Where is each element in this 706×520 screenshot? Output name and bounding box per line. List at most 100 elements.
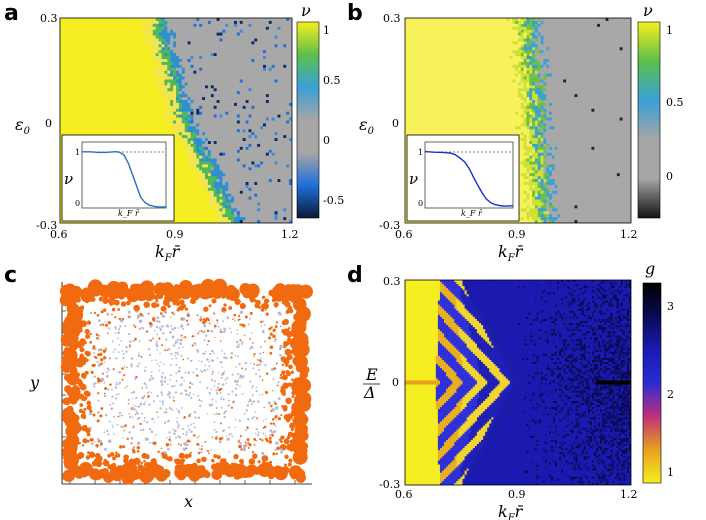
edge-site-dot (133, 446, 135, 448)
edge-site-dot (239, 458, 244, 464)
edge-site-dot (125, 366, 128, 369)
edge-site-dot (132, 324, 135, 326)
edge-site-dot (111, 470, 123, 482)
edge-site-dot (78, 306, 84, 312)
bulk-site-dot (161, 377, 164, 379)
bulk-site-dot (112, 402, 115, 405)
edge-site-dot (249, 338, 252, 340)
bulk-site-dot (195, 344, 197, 346)
edge-site-dot (280, 414, 283, 417)
bulk-site-dot (215, 400, 217, 403)
edge-site-dot (211, 458, 215, 463)
edge-site-dot (179, 459, 185, 465)
edge-site-dot (173, 302, 177, 306)
bulk-site-dot (223, 415, 226, 418)
bulk-site-dot (180, 354, 183, 357)
edge-site-dot (84, 328, 90, 335)
edge-site-dot (90, 451, 93, 454)
edge-site-dot (141, 387, 144, 389)
bulk-site-dot (202, 352, 206, 355)
bulk-site-dot (214, 336, 216, 339)
edge-site-dot (100, 358, 104, 362)
edge-site-dot (83, 396, 88, 400)
edge-site-dot (168, 438, 171, 442)
edge-site-dot (256, 417, 259, 420)
bulk-site-dot (97, 363, 101, 367)
bulk-site-dot (193, 342, 197, 345)
edge-site-dot (261, 379, 264, 382)
bulk-site-dot (226, 437, 230, 441)
edge-site-dot (121, 367, 124, 370)
edge-site-dot (188, 414, 191, 418)
bulk-site-dot (97, 348, 101, 352)
edge-site-dot (260, 462, 274, 475)
bulk-site-dot (148, 391, 150, 393)
edge-site-dot (253, 363, 255, 366)
bulk-site-dot (132, 390, 136, 394)
bulk-site-dot (234, 426, 237, 428)
edge-site-dot (253, 299, 257, 303)
edge-site-dot (295, 323, 306, 333)
edge-site-dot (211, 298, 217, 304)
bulk-site-dot (206, 386, 209, 389)
bulk-site-dot (122, 425, 125, 428)
bulk-site-dot (111, 340, 114, 343)
bulk-site-dot (156, 333, 159, 336)
edge-site-dot (261, 295, 266, 300)
bulk-site-dot (125, 345, 128, 349)
edge-site-dot (272, 329, 276, 333)
edge-site-dot (124, 424, 127, 427)
edge-site-dot (275, 452, 279, 455)
d-ylabel: E Δ (363, 365, 380, 402)
edge-site-dot (125, 300, 131, 306)
bulk-site-dot (279, 325, 282, 328)
edge-site-dot (149, 339, 152, 342)
edge-site-dot (143, 301, 150, 308)
edge-site-dot (98, 296, 104, 302)
edge-site-dot (152, 316, 155, 320)
edge-site-dot (253, 352, 256, 356)
bulk-site-dot (241, 392, 244, 395)
edge-site-dot (114, 316, 117, 319)
bulk-site-dot (269, 434, 272, 437)
edge-site-dot (189, 451, 192, 454)
edge-site-dot (161, 452, 165, 456)
edge-site-dot (123, 454, 129, 460)
bulk-site-dot (263, 406, 266, 409)
bulk-site-dot (219, 361, 222, 364)
bulk-site-dot (176, 416, 179, 419)
edge-site-dot (174, 464, 181, 471)
bulk-site-dot (133, 339, 136, 342)
edge-site-dot (103, 308, 107, 312)
bulk-site-dot (228, 426, 231, 429)
bulk-site-dot (250, 346, 253, 349)
bulk-site-dot (117, 371, 120, 373)
edge-site-dot (96, 337, 99, 340)
edge-site-dot (273, 401, 277, 405)
edge-site-dot (288, 458, 293, 463)
edge-site-dot (94, 285, 104, 295)
edge-site-dot (253, 355, 255, 358)
bulk-site-dot (251, 403, 254, 406)
bulk-site-dot (96, 438, 100, 441)
bulk-site-dot (97, 399, 100, 402)
bulk-site-dot (200, 451, 203, 454)
edge-site-dot (161, 344, 164, 347)
a-inset-ytick-0: 0 (75, 199, 80, 208)
bulk-site-dot (255, 372, 258, 376)
bulk-site-dot (209, 352, 212, 356)
edge-site-dot (286, 337, 292, 342)
bulk-site-dot (112, 433, 115, 436)
edge-site-dot (74, 307, 79, 312)
b-ytick-top: 0.3 (383, 12, 401, 25)
bulk-site-dot (262, 432, 265, 435)
bulk-site-dot (198, 399, 201, 402)
edge-site-dot (196, 442, 200, 446)
bulk-site-dot (197, 394, 200, 397)
bulk-site-dot (128, 332, 131, 336)
b-inset-curve (425, 150, 513, 207)
edge-site-dot (176, 308, 180, 312)
panel-c-scatter: y x (29, 278, 313, 511)
bulk-site-dot (242, 447, 246, 452)
edge-site-dot (83, 341, 87, 345)
